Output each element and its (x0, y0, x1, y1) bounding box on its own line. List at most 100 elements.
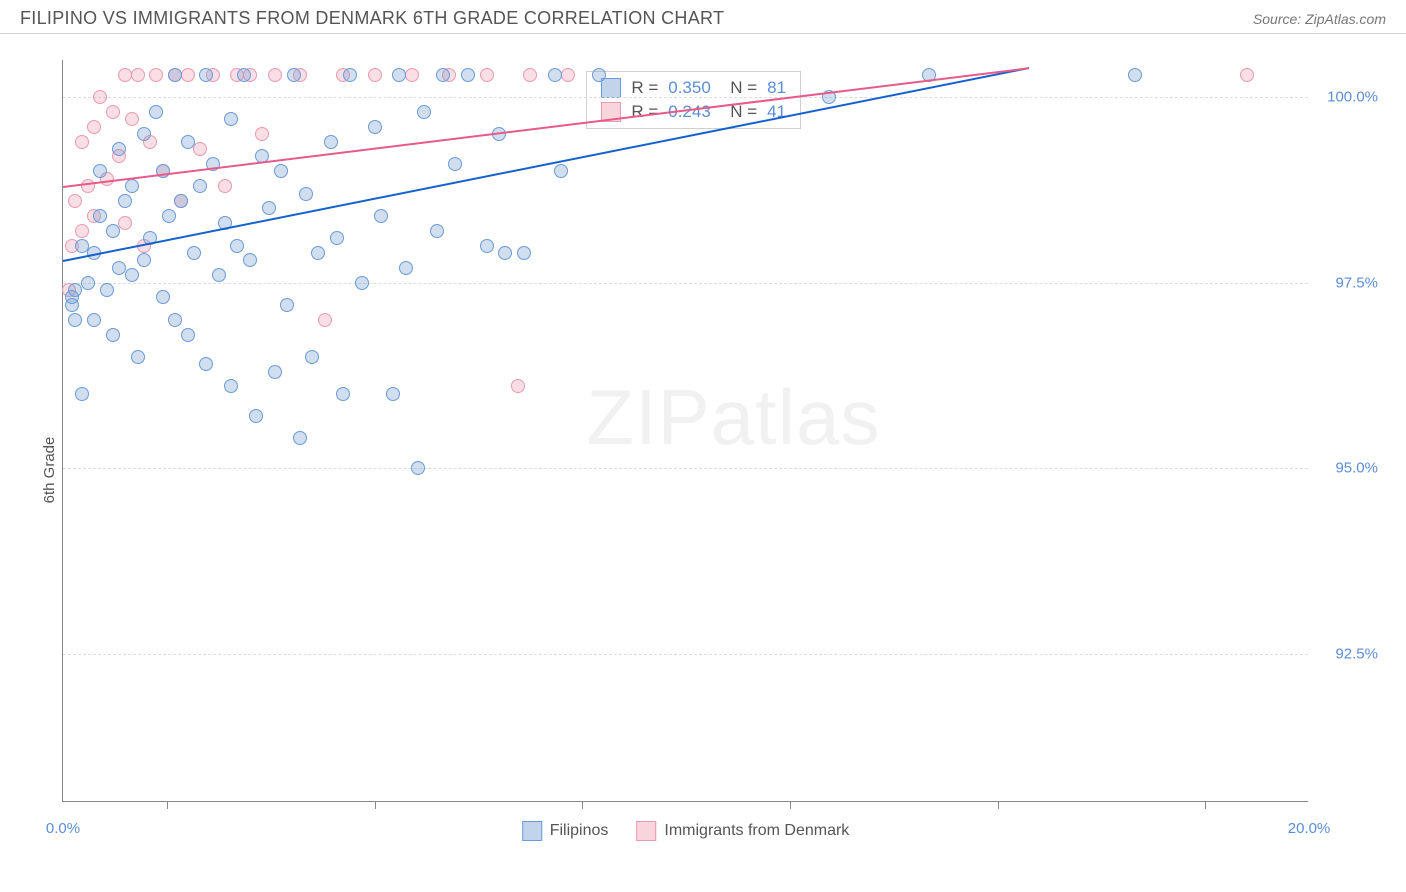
data-point (262, 201, 276, 215)
data-point (137, 127, 151, 141)
data-point (523, 68, 537, 82)
data-point (305, 350, 319, 364)
data-point (268, 68, 282, 82)
data-point (299, 187, 313, 201)
plot-region: ZIPatlas R = 0.350 N = 81 R = 0.243 N = … (62, 60, 1308, 802)
data-point (187, 246, 201, 260)
data-point (118, 194, 132, 208)
stats-r-filipinos: 0.350 (668, 78, 711, 98)
data-point (386, 387, 400, 401)
data-point (430, 224, 444, 238)
x-tick (998, 801, 999, 809)
data-point (324, 135, 338, 149)
data-point (237, 68, 251, 82)
data-point (106, 105, 120, 119)
data-point (318, 313, 332, 327)
data-point (93, 90, 107, 104)
watermark: ZIPatlas (586, 372, 880, 463)
x-tick (375, 801, 376, 809)
chart-source: Source: ZipAtlas.com (1253, 11, 1386, 27)
data-point (156, 290, 170, 304)
data-point (75, 387, 89, 401)
data-point (224, 379, 238, 393)
chart-area: 6th Grade ZIPatlas R = 0.350 N = 81 R = … (20, 48, 1386, 892)
data-point (68, 313, 82, 327)
data-point (343, 68, 357, 82)
data-point (368, 120, 382, 134)
stats-r-label2: R = (631, 102, 658, 122)
data-point (293, 431, 307, 445)
data-point (137, 253, 151, 267)
data-point (517, 246, 531, 260)
legend-swatch-pink (636, 821, 656, 841)
data-point (199, 357, 213, 371)
data-point (125, 112, 139, 126)
stats-n-filipinos: 81 (767, 78, 786, 98)
data-point (480, 68, 494, 82)
data-point (280, 298, 294, 312)
legend-label-filipinos: Filipinos (550, 822, 609, 840)
data-point (181, 68, 195, 82)
data-point (1240, 68, 1254, 82)
data-point (355, 276, 369, 290)
data-point (480, 239, 494, 253)
data-point (81, 276, 95, 290)
data-point (131, 68, 145, 82)
gridline (63, 468, 1308, 469)
data-point (75, 224, 89, 238)
stats-r-label: R = (631, 78, 658, 98)
data-point (461, 68, 475, 82)
legend: Filipinos Immigrants from Denmark (522, 821, 850, 841)
data-point (125, 268, 139, 282)
chart-title: FILIPINO VS IMMIGRANTS FROM DENMARK 6TH … (20, 8, 724, 29)
data-point (87, 120, 101, 134)
data-point (330, 231, 344, 245)
data-point (162, 209, 176, 223)
data-point (181, 135, 195, 149)
data-point (498, 246, 512, 260)
data-point (106, 328, 120, 342)
watermark-atlas: atlas (711, 373, 881, 461)
data-point (374, 209, 388, 223)
data-point (311, 246, 325, 260)
data-point (68, 283, 82, 297)
stats-swatch-blue (601, 78, 621, 98)
data-point (268, 365, 282, 379)
data-point (125, 179, 139, 193)
data-point (561, 68, 575, 82)
data-point (218, 179, 232, 193)
data-point (212, 268, 226, 282)
data-point (405, 68, 419, 82)
data-point (193, 142, 207, 156)
legend-label-denmark: Immigrants from Denmark (664, 822, 849, 840)
data-point (112, 142, 126, 156)
data-point (174, 194, 188, 208)
data-point (417, 105, 431, 119)
data-point (199, 68, 213, 82)
data-point (336, 387, 350, 401)
legend-item-filipinos: Filipinos (522, 821, 609, 841)
data-point (511, 379, 525, 393)
data-point (436, 68, 450, 82)
y-axis-label: 6th Grade (41, 437, 58, 504)
data-point (224, 112, 238, 126)
data-point (392, 68, 406, 82)
data-point (100, 283, 114, 297)
legend-swatch-blue (522, 821, 542, 841)
y-tick-label: 100.0% (1318, 89, 1378, 106)
x-tick (790, 801, 791, 809)
data-point (168, 313, 182, 327)
trend-line (63, 67, 1029, 188)
data-point (87, 313, 101, 327)
gridline (63, 97, 1308, 98)
data-point (554, 164, 568, 178)
data-point (106, 224, 120, 238)
data-point (274, 164, 288, 178)
gridline (63, 654, 1308, 655)
y-tick-label: 92.5% (1318, 645, 1378, 662)
x-tick (167, 801, 168, 809)
x-tick-label: 0.0% (46, 820, 80, 837)
data-point (230, 239, 244, 253)
data-point (68, 194, 82, 208)
watermark-zip: ZIP (586, 373, 710, 461)
